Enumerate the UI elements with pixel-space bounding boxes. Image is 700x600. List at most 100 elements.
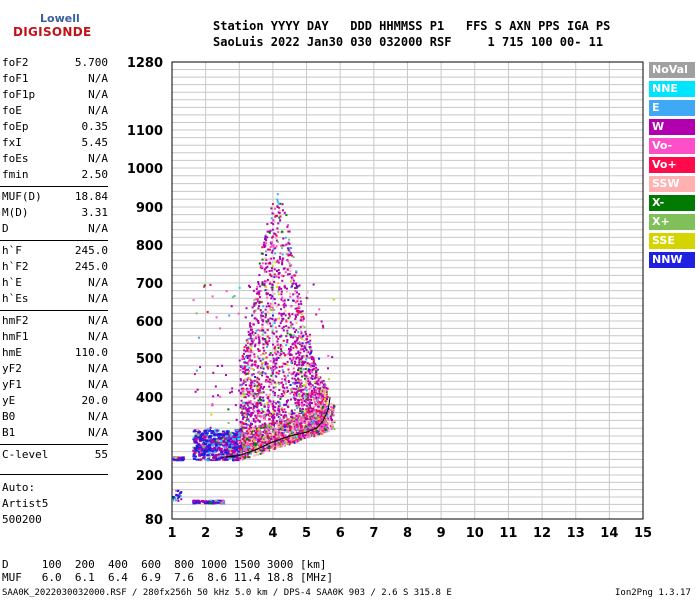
echo-point [315,419,318,422]
echo-point [175,494,178,497]
echo-point [273,394,276,397]
echo-point [177,499,180,502]
echo-point [281,259,284,262]
echo-point [292,440,295,443]
echo-point [275,330,278,333]
echo-point [310,358,313,361]
echo-point [270,241,273,244]
echo-point [256,376,259,379]
echo-point [256,442,259,445]
echo-point [330,422,333,425]
echo-point [290,358,293,361]
echo-point [228,447,232,450]
echo-point [246,446,249,449]
echo-point [250,326,253,329]
echo-point [209,449,213,452]
echo-point [209,499,213,502]
echo-point [268,447,271,450]
echo-point [287,353,290,356]
echo-point [272,419,275,422]
echo-point [298,284,301,287]
echo-point [235,418,238,421]
echo-point [251,388,254,391]
echo-point [291,282,294,285]
echo-point [255,417,258,420]
echo-point [302,388,305,391]
echo-point [321,426,324,429]
echo-point [276,412,279,415]
echo-point [254,420,257,423]
echo-point [247,346,250,349]
echo-point [263,403,266,406]
echo-point [321,399,324,402]
echo-point [269,403,272,406]
echo-point [309,382,312,385]
param-value: N/A [88,378,108,391]
echo-point [304,427,307,430]
echo-point [325,407,328,410]
echo-point [199,436,203,439]
echo-point [256,366,259,369]
echo-point [313,377,316,380]
echo-point [172,499,175,502]
echo-point [250,379,253,382]
echo-point [248,435,251,438]
echo-point [248,366,251,369]
echo-point [320,425,323,428]
echo-point [258,290,261,293]
echo-point [254,302,257,305]
echo-point [285,253,288,256]
echo-point [192,299,195,302]
echo-point [304,408,307,411]
echo-point [206,445,210,448]
echo-point [273,359,276,362]
echo-point [303,417,306,420]
echo-point [251,340,254,343]
echo-point [249,322,252,325]
echo-point [323,406,326,409]
echo-point [277,202,280,205]
echo-point [301,427,304,430]
echo-point [258,392,261,395]
echo-point [289,398,292,401]
echo-point [212,500,216,503]
echo-point [300,342,303,345]
echo-point [280,356,283,359]
echo-point [283,298,286,301]
echo-point [294,289,297,292]
echo-point [300,425,303,428]
echo-point [290,361,293,364]
echo-point [308,392,311,395]
echo-point [317,387,320,390]
echo-point [265,280,268,283]
echo-point [266,289,269,292]
echo-point [286,259,289,262]
echo-point [276,227,279,230]
echo-point [268,382,271,385]
echo-point [265,433,268,436]
echo-point [298,413,301,416]
echo-point [256,355,259,358]
echo-point [321,431,324,434]
echo-point [271,251,274,254]
echo-point [252,442,255,445]
echo-point [241,390,244,393]
echo-point [219,327,222,330]
echo-point [292,342,295,345]
echo-point [244,373,247,376]
echo-point [229,432,233,435]
echo-point [297,311,300,314]
echo-point [242,412,245,415]
echo-point [243,412,246,415]
echo-point [215,433,219,436]
echo-point [258,434,261,437]
echo-point [315,396,318,399]
echo-point [243,361,246,364]
echo-point [310,395,313,398]
echo-point [310,362,313,365]
echo-point [251,448,254,451]
echo-point [247,445,250,448]
echo-point [294,318,297,321]
echo-point [265,270,268,273]
echo-point [302,315,305,318]
